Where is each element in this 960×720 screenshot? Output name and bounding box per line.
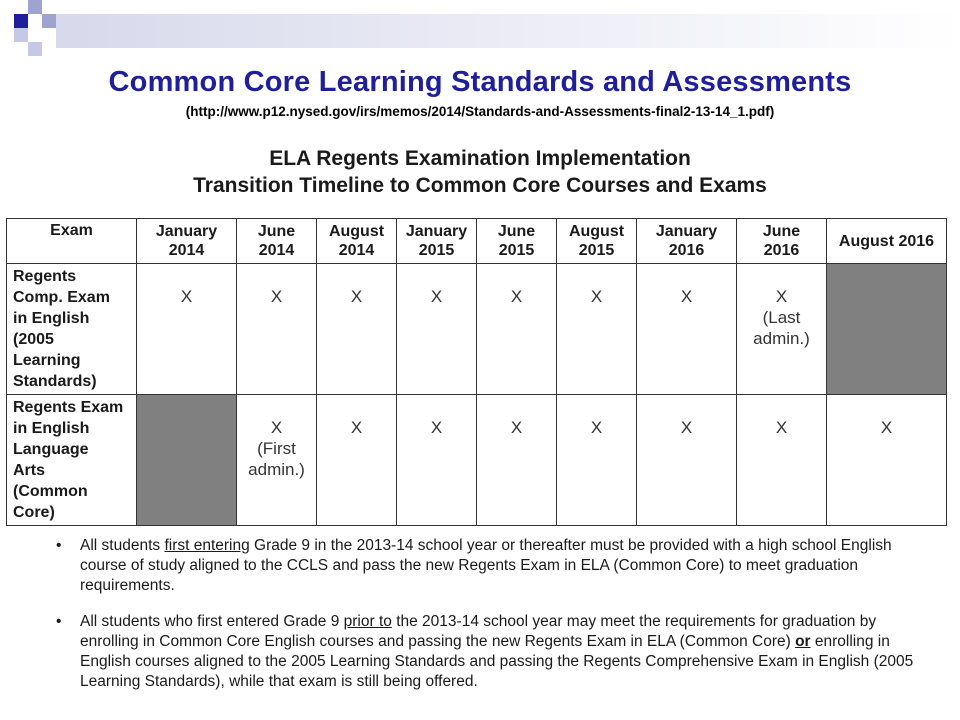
document-heading-line1: ELA Regents Examination Implementation (269, 147, 691, 170)
table-cell: X (236, 263, 317, 395)
table-cell: X (396, 263, 477, 395)
document-heading-line2: Transition Timeline to Common Core Cours… (193, 174, 767, 197)
bullet-list: • All students first entering Grade 9 in… (56, 536, 936, 708)
deco-gradient-bar (56, 14, 960, 48)
exam-name-cell: Regents Exam in English Language Arts (C… (6, 394, 137, 526)
table-cell: X (Last admin.) (736, 263, 827, 395)
table-cell: X (396, 394, 477, 526)
table-cell: X (556, 394, 637, 526)
source-url: (http://www.p12.nysed.gov/irs/memos/2014… (185, 104, 775, 119)
column-header: June 2015 (476, 218, 557, 264)
table-cell: X (316, 394, 397, 526)
underlined-or: or (795, 633, 811, 650)
bullet-dot: • (56, 537, 62, 554)
deco-square-light (28, 0, 42, 14)
deco-square-light (14, 28, 28, 42)
deco-square-light (28, 42, 42, 56)
table-cell: X (476, 394, 557, 526)
table-cell: X (316, 263, 397, 395)
column-header: August 2016 (826, 218, 947, 264)
table-cell: X (636, 263, 737, 395)
column-header: August 2015 (556, 218, 637, 264)
table-cell: X (736, 394, 827, 526)
table-header-row: Exam January 2014 June 2014 August 2014 Jan… (6, 218, 947, 264)
shaded-cell (136, 394, 237, 526)
document-heading: ELA Regents Examination Implementation T… (0, 145, 960, 199)
table-cell: X (636, 394, 737, 526)
column-header: August 2014 (316, 218, 397, 264)
column-header: June 2016 (736, 218, 827, 264)
column-header: January 2014 (136, 218, 237, 264)
table-row: Regents Comp. Exam in English (2005 Lear… (6, 263, 947, 395)
table-cell: X (136, 263, 237, 395)
underlined-text: prior to (343, 613, 392, 630)
table-cell: X (556, 263, 637, 395)
table-cell: X (476, 263, 557, 395)
column-header: January 2015 (396, 218, 477, 264)
column-header: June 2014 (236, 218, 317, 264)
bullet-item: • All students first entering Grade 9 in… (56, 537, 892, 594)
table-cell: X (First admin.) (236, 394, 317, 526)
table-row: Regents Exam in English Language Arts (C… (6, 394, 947, 526)
column-header-exam: Exam (6, 218, 137, 264)
shaded-cell (826, 263, 947, 395)
slide-title: Common Core Learning Standards and Asses… (108, 66, 852, 98)
deco-square-light (42, 14, 56, 28)
underlined-text: first entering (164, 537, 250, 554)
deco-square-dark (14, 14, 28, 28)
timeline-table: Exam January 2014 June 2014 August 2014 Jan… (6, 218, 947, 526)
bullet-dot: • (56, 613, 62, 630)
slide-decoration (0, 0, 960, 60)
bullet-item: • All students who first entered Grade 9… (56, 613, 914, 690)
exam-name-cell: Regents Comp. Exam in English (2005 Lear… (6, 263, 137, 395)
column-header: January 2016 (636, 218, 737, 264)
table-cell: X (826, 394, 947, 526)
